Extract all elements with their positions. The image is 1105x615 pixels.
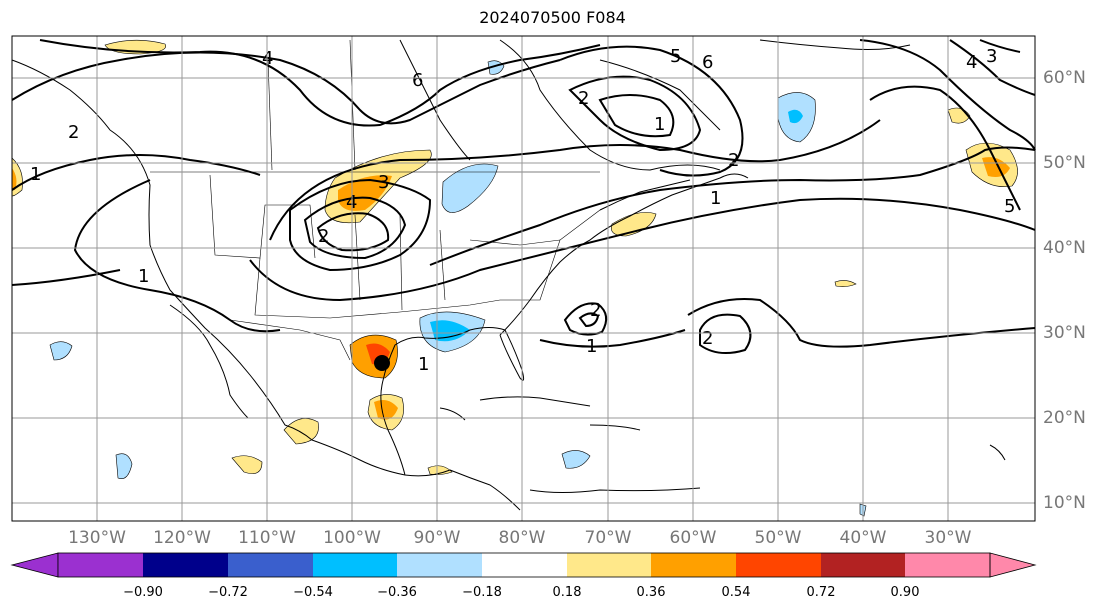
lon-label: 50°W [754, 528, 802, 548]
colorbar-bin [905, 553, 990, 577]
contour-label: 2 [702, 328, 713, 349]
lat-label: 60°N [1043, 68, 1086, 88]
contour-label: 2 [68, 122, 79, 143]
colorbar-bin [567, 553, 651, 577]
coastlines [11, 39, 1006, 511]
contour-label: 1 [30, 164, 41, 185]
graticule [12, 36, 1035, 521]
contour-label: 5 [1004, 196, 1015, 217]
map-frame [11, 35, 1036, 522]
contour-label: 2 [728, 150, 739, 171]
lon-label: 90°W [413, 528, 461, 548]
contour-label: 3 [378, 172, 389, 193]
colorbar-tick-label: −0.18 [462, 585, 502, 600]
colorbar-tick-label: 0.18 [552, 585, 582, 600]
colorbar-bin [143, 553, 228, 577]
lon-label: 120°W [153, 528, 211, 548]
colorbar-bin [58, 553, 143, 577]
contour-labels: 4 6 5 6 2 1 3 4 2 1 2 1 1 2 1 2 1 2 4 3 … [30, 46, 1015, 375]
lon-label: 60°W [669, 528, 717, 548]
colorbar-bin [736, 553, 821, 577]
contour-label: 2 [578, 88, 589, 109]
lat-label: 30°N [1043, 323, 1086, 343]
lon-label: 130°W [68, 528, 126, 548]
colorbar-bin [482, 553, 567, 577]
colorbar-tick-label: −0.36 [377, 585, 417, 600]
contour-label: 3 [986, 46, 997, 67]
lon-label: 30°W [924, 528, 972, 548]
anomaly-fills [11, 39, 1018, 517]
lat-label: 20°N [1043, 408, 1086, 428]
colorbar-bin [821, 553, 905, 577]
geopotential-contours [11, 39, 1036, 355]
colorbar-bin [651, 553, 736, 577]
colorbar-min-extend [10, 552, 59, 578]
map-title: 2024070500 F084 [479, 8, 626, 27]
lat-label: 50°N [1043, 153, 1086, 173]
contour-label: 1 [418, 354, 429, 375]
lon-label: 40°W [839, 528, 887, 548]
lon-label: 100°W [323, 528, 381, 548]
colorbar-max-extend [989, 552, 1037, 578]
colorbar-tick-label: 0.54 [721, 585, 751, 600]
colorbar-tick-label: 0.72 [806, 585, 836, 600]
colorbar-tick-label: −0.54 [293, 585, 333, 600]
contour-label: 4 [262, 48, 273, 69]
colorbar-tick-label: −0.72 [208, 585, 248, 600]
contour-label: 4 [966, 52, 977, 73]
contour-label: 1 [138, 266, 149, 287]
lon-label: 80°W [498, 528, 546, 548]
contour-label: 1 [654, 114, 665, 135]
colorbar-bin [313, 553, 397, 577]
contour-label: 6 [702, 52, 713, 73]
contour-label: 5 [670, 46, 681, 67]
colorbar [10, 552, 1037, 578]
contour-label: 2 [318, 226, 329, 247]
colorbar-tick-label: −0.90 [123, 585, 163, 600]
contour-label: 6 [412, 70, 423, 91]
colorbar-bin [228, 553, 313, 577]
lon-label: 70°W [584, 528, 632, 548]
contour-label: 1 [586, 336, 597, 357]
lon-label: 110°W [238, 528, 296, 548]
lat-label: 10°N [1043, 493, 1086, 513]
colorbar-tick-label: 0.36 [636, 585, 666, 600]
lat-label: 40°N [1043, 238, 1086, 258]
colorbar-tick-label: 0.90 [890, 585, 920, 600]
storm-center-marker [374, 355, 390, 371]
contour-label: 2 [590, 300, 601, 321]
colorbar-bin [397, 553, 482, 577]
contour-label: 1 [710, 188, 721, 209]
